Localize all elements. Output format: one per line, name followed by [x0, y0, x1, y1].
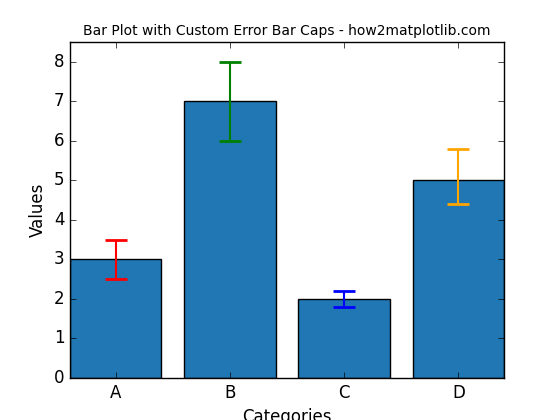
Bar — [70, 260, 161, 378]
Bar — [184, 101, 276, 378]
Bar — [413, 180, 504, 378]
Title: Bar Plot with Custom Error Bar Caps - how2matplotlib.com: Bar Plot with Custom Error Bar Caps - ho… — [83, 24, 491, 38]
Y-axis label: Values: Values — [29, 183, 47, 237]
Bar — [298, 299, 390, 378]
X-axis label: Categories: Categories — [242, 409, 332, 420]
